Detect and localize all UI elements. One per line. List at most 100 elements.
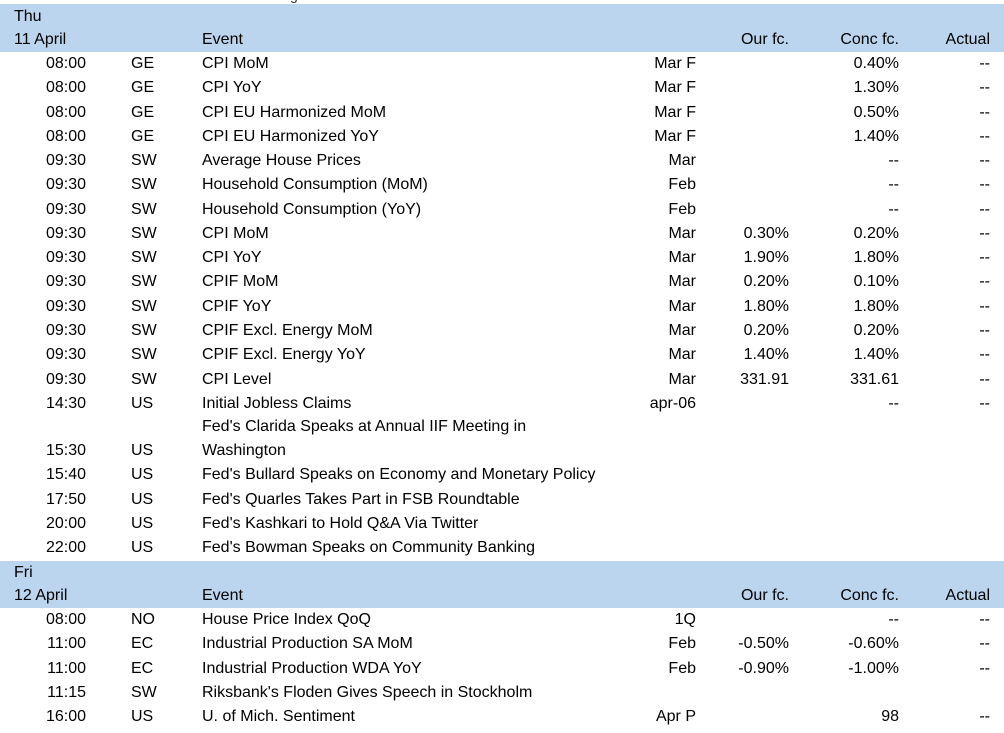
event-cell: CPIF Excl. Energy YoY	[202, 346, 366, 363]
event-header: Event	[202, 587, 243, 604]
conc-fc-cell: 0.50%	[853, 104, 899, 121]
time-cell: 11:15	[47, 684, 86, 701]
conc-fc-cell: --	[888, 395, 899, 412]
time-cell: 15:30	[45, 442, 86, 459]
actual-cell: --	[979, 371, 990, 388]
day-name: Thu	[14, 8, 42, 25]
top-clipped-text: g	[0, 0, 1004, 4]
country-cell: EC	[131, 660, 154, 677]
table-row: 11:00 EC Industrial Production WDA YoY F…	[0, 659, 1004, 683]
period-cell: Feb	[668, 201, 696, 218]
table-row: 15:30 US Fed's Clarida Speaks at Annual …	[0, 417, 1004, 463]
time-cell: 16:00	[45, 708, 86, 725]
actual-cell: --	[979, 176, 990, 193]
time-cell: 15:40	[45, 466, 86, 483]
table-row: 17:50 US Fed's Quarles Takes Part in FSB…	[0, 490, 1004, 514]
our-fc-cell: -0.50%	[738, 635, 789, 652]
actual-cell: --	[979, 225, 990, 242]
our-fc-cell: 1.80%	[743, 298, 789, 315]
table-row: 08:00 NO House Price Index QoQ 1Q -- --	[0, 610, 1004, 634]
actual-cell: --	[979, 395, 990, 412]
conc-fc-cell: 0.20%	[853, 322, 899, 339]
conc-fc-cell: 0.20%	[853, 225, 899, 242]
our-fc-cell: -0.90%	[738, 660, 789, 677]
time-cell: 08:00	[45, 128, 86, 145]
period-cell: Mar	[668, 249, 696, 266]
time-cell: 09:30	[45, 322, 86, 339]
table-row: 09:30 SW CPIF Excl. Energy YoY Mar 1.40%…	[0, 345, 1004, 369]
country-cell: SW	[131, 684, 157, 701]
time-cell: 09:30	[45, 371, 86, 388]
conc-fc-cell: 1.80%	[853, 298, 899, 315]
event-cell: CPI Level	[202, 371, 272, 388]
event-cell: Initial Jobless Claims	[202, 395, 352, 412]
conc-fc-cell: 0.40%	[853, 55, 899, 72]
our-fc-cell: 0.30%	[743, 225, 789, 242]
event-cell: CPI YoY	[202, 249, 262, 266]
country-cell: GE	[131, 128, 155, 145]
conc-fc-cell: 1.40%	[853, 128, 899, 145]
actual-cell: --	[979, 346, 990, 363]
conc-fc-cell: 1.30%	[853, 79, 899, 96]
our-fc-header: Our fc.	[740, 587, 789, 604]
actual-cell: --	[979, 660, 990, 677]
day-date: 11 April	[14, 31, 67, 48]
country-cell: SW	[131, 225, 157, 242]
period-cell: 1Q	[674, 611, 696, 628]
country-cell: SW	[131, 201, 157, 218]
actual-header: Actual	[945, 31, 990, 48]
time-cell: 09:30	[45, 152, 86, 169]
country-cell: US	[131, 395, 154, 412]
event-cell: U. of Mich. Sentiment	[202, 708, 355, 725]
event-cell: Household Consumption (YoY)	[202, 201, 422, 218]
time-cell: 09:30	[45, 298, 86, 315]
time-cell: 08:00	[45, 79, 86, 96]
period-cell: apr-06	[649, 395, 696, 412]
time-cell: 09:30	[45, 249, 86, 266]
table-row: 09:30 SW CPIF Excl. Energy MoM Mar 0.20%…	[0, 321, 1004, 345]
table-row: 22:00 US Fed's Bowman Speaks on Communit…	[0, 538, 1004, 562]
conc-fc-header: Conc fc.	[840, 31, 899, 48]
country-cell: GE	[131, 55, 155, 72]
period-cell: Mar	[668, 152, 696, 169]
time-cell: 09:30	[45, 273, 86, 290]
conc-fc-cell: --	[888, 176, 899, 193]
conc-fc-cell: --	[888, 611, 899, 628]
our-fc-cell: 0.20%	[743, 322, 789, 339]
table-row: 20:00 US Fed's Kashkari to Hold Q&A Via …	[0, 514, 1004, 538]
period-cell: Mar	[668, 273, 696, 290]
our-fc-cell: 1.90%	[743, 249, 789, 266]
country-cell: SW	[131, 298, 157, 315]
table-row: 16:00 US U. of Mich. Sentiment Apr P 98 …	[0, 707, 1004, 731]
table-row: 09:30 SW CPI Level Mar 331.91 331.61 --	[0, 370, 1004, 394]
country-cell: US	[131, 442, 154, 459]
actual-cell: --	[979, 152, 990, 169]
actual-cell: --	[979, 635, 990, 652]
event-cell: CPIF MoM	[202, 273, 279, 290]
country-cell: SW	[131, 249, 157, 266]
table-row: 09:30 SW CPI YoY Mar 1.90% 1.80% --	[0, 248, 1004, 272]
country-cell: GE	[131, 104, 155, 121]
country-cell: EC	[131, 635, 154, 652]
table-row: 11:00 EC Industrial Production SA MoM Fe…	[0, 634, 1004, 658]
time-cell: 09:30	[45, 176, 86, 193]
day-header-thu: Thu 11 April Event Our fc. Conc fc. Actu…	[0, 4, 1004, 52]
table-row: 14:30 US Initial Jobless Claims apr-06 -…	[0, 394, 1004, 418]
time-cell: 11:00	[47, 635, 86, 652]
conc-fc-cell: --	[888, 152, 899, 169]
event-cell: CPIF Excl. Energy MoM	[202, 322, 373, 339]
our-fc-header: Our fc.	[740, 31, 789, 48]
conc-fc-cell: 1.40%	[853, 346, 899, 363]
country-cell: SW	[131, 371, 157, 388]
country-cell: SW	[131, 346, 157, 363]
event-cell: CPIF YoY	[202, 298, 272, 315]
time-cell: 14:30	[45, 395, 86, 412]
period-cell: Mar F	[654, 104, 696, 121]
our-fc-cell: 331.91	[740, 371, 789, 388]
event-cell-line1: Fed's Clarida Speaks at Annual IIF Meeti…	[202, 418, 527, 435]
table-row: 08:00 GE CPI YoY Mar F 1.30% --	[0, 78, 1004, 102]
country-cell: SW	[131, 322, 157, 339]
event-cell: CPI EU Harmonized MoM	[202, 104, 387, 121]
actual-header: Actual	[945, 587, 990, 604]
actual-cell: --	[979, 79, 990, 96]
